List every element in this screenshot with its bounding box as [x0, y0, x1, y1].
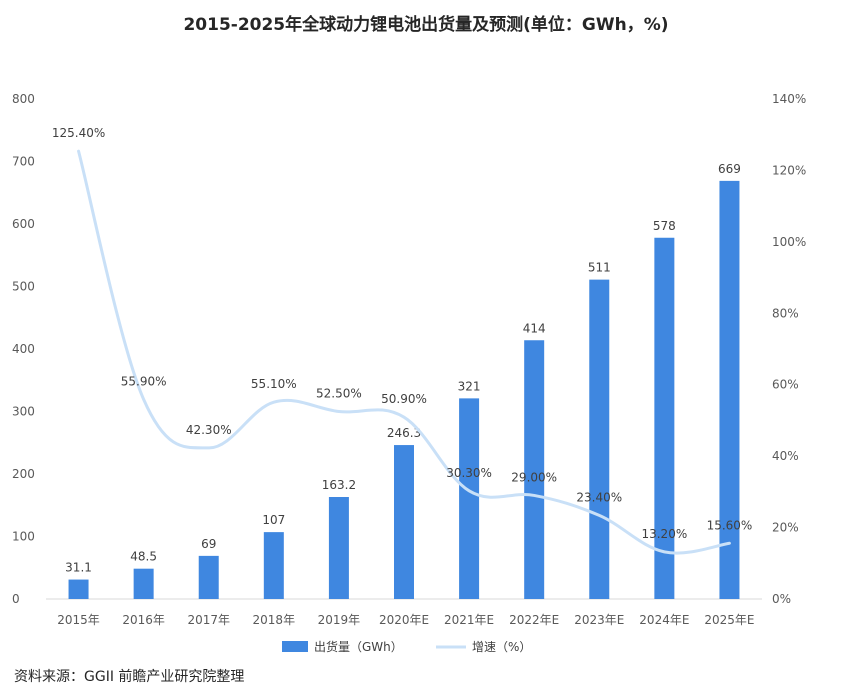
x-tick-label: 2023年E [574, 613, 624, 627]
bar-value-label: 246.3 [387, 426, 421, 440]
bar-labels: 31.1 48.5 69 107 163.2 246.3 321 414 511 578 669 [65, 162, 741, 575]
bar [719, 180, 740, 599]
x-tick-label: 2019年 [318, 613, 361, 627]
bar [589, 279, 610, 599]
legend: 出货量（GWh） 增速（%） [282, 639, 531, 654]
bar-value-label: 414 [523, 321, 546, 335]
y-left-tick-label: 200 [12, 467, 35, 481]
rate-value-label: 42.30% [186, 423, 232, 437]
y-axis-right: 0% 20% 40% 60% 80% 100% 120% 140% [772, 92, 806, 606]
rate-value-label: 23.40% [576, 490, 622, 504]
bar-value-label: 163.2 [322, 478, 356, 492]
y-left-tick-label: 300 [12, 405, 35, 419]
x-tick-label: 2020年E [379, 613, 429, 627]
y-left-tick-label: 0 [12, 592, 20, 606]
x-tick-label: 2015年 [57, 613, 100, 627]
y-left-tick-label: 400 [12, 342, 35, 356]
rate-value-label: 29.00% [511, 470, 557, 484]
growth-rate-line [77, 149, 731, 555]
y-left-tick-label: 100 [12, 530, 35, 544]
y-left-tick-label: 800 [12, 92, 35, 106]
x-tick-label: 2017年 [187, 613, 230, 627]
bar [524, 340, 545, 599]
x-tick-label: 2025年E [704, 613, 754, 627]
y-right-tick-label: 0% [772, 592, 791, 606]
rate-value-label: 50.90% [381, 392, 427, 406]
bar-value-label: 321 [458, 379, 481, 393]
y-left-tick-label: 500 [12, 280, 35, 294]
y-right-tick-label: 20% [772, 521, 799, 535]
y-left-tick-label: 700 [12, 155, 35, 169]
rate-value-label: 13.20% [641, 527, 687, 541]
x-tick-label: 2024年E [639, 613, 689, 627]
y-right-tick-label: 140% [772, 92, 806, 106]
bar-series [68, 180, 740, 599]
legend-line-label: 增速（%） [472, 640, 531, 654]
rate-value-label: 15.60% [707, 518, 753, 532]
rate-value-label: 55.10% [251, 377, 297, 391]
source-note: 资料来源：GGII 前瞻产业研究院整理 [14, 669, 245, 685]
bar [133, 568, 154, 599]
bar [654, 237, 675, 599]
legend-bar-label: 出货量（GWh） [314, 639, 403, 654]
line-series [77, 149, 731, 555]
x-axis: 2015年 2016年 2017年 2018年 2019年 2020年E 2021年E 202… [57, 613, 754, 627]
rate-value-label: 125.40% [52, 126, 105, 140]
bar [263, 532, 284, 599]
chart-canvas: 0 100 200 300 400 500 600 700 800 0% 20% 40% 60% 80%… [12, 92, 806, 654]
bar-value-label: 669 [718, 162, 741, 176]
legend-bar-swatch [282, 641, 308, 652]
bar-value-label: 107 [262, 513, 285, 527]
bar [198, 555, 219, 599]
y-left-tick-label: 600 [12, 217, 35, 231]
y-right-tick-label: 80% [772, 306, 799, 320]
y-right-tick-label: 60% [772, 378, 799, 392]
bar [328, 497, 349, 599]
x-tick-label: 2018年 [253, 613, 296, 627]
x-tick-label: 2016年 [122, 613, 165, 627]
rate-value-label: 30.30% [446, 466, 492, 480]
rate-value-label: 55.90% [121, 374, 167, 388]
chart-title: 2015-2025年全球动力锂电池出货量及预测(单位：GWh，%) [183, 15, 669, 35]
bar-value-label: 578 [653, 219, 676, 233]
bar-value-label: 69 [201, 537, 216, 551]
y-axis-left: 0 100 200 300 400 500 600 700 800 [12, 92, 35, 606]
y-right-tick-label: 120% [772, 163, 806, 177]
x-tick-label: 2022年E [509, 613, 559, 627]
y-right-tick-label: 100% [772, 235, 806, 249]
bar-value-label: 511 [588, 261, 611, 275]
rate-value-label: 52.50% [316, 387, 362, 401]
bar [68, 579, 89, 599]
bar-value-label: 31.1 [65, 561, 92, 575]
bar [459, 398, 480, 599]
bar [394, 445, 414, 599]
rate-labels: 125.40% 55.90% 42.30% 55.10% 52.50% 50.90% 30.… [52, 126, 752, 541]
x-tick-label: 2021年E [444, 613, 494, 627]
y-right-tick-label: 40% [772, 449, 799, 463]
bar-value-label: 48.5 [130, 550, 157, 564]
